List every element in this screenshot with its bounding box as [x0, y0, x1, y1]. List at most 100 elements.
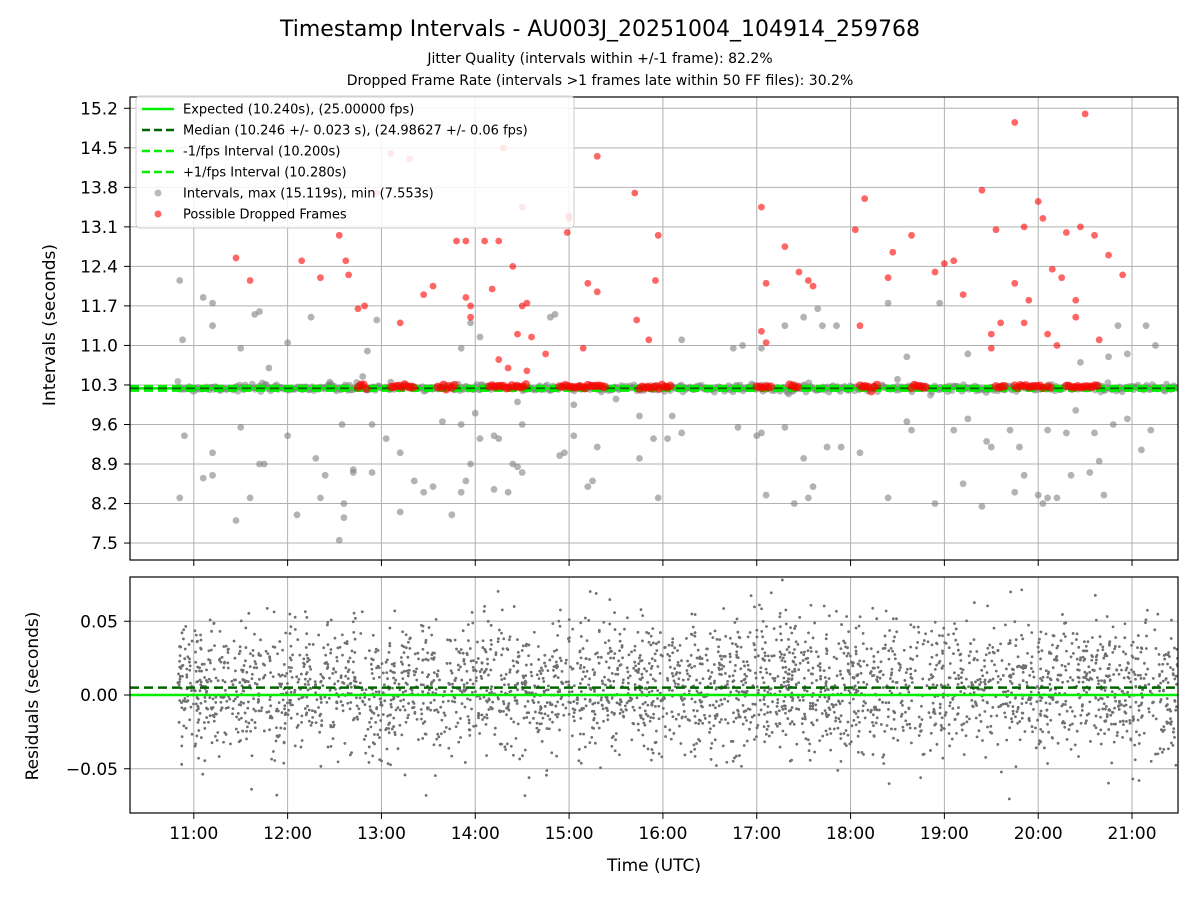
residual-point [757, 688, 760, 692]
interval-point [734, 423, 742, 431]
residual-point [303, 707, 307, 710]
residual-point [987, 651, 991, 655]
residual-point [193, 629, 197, 633]
residual-point [842, 732, 846, 735]
residual-point [790, 631, 794, 635]
interval-point [931, 500, 939, 507]
residual-point [892, 709, 895, 713]
interval-point [833, 322, 840, 330]
residual-point [1147, 707, 1151, 711]
residual-point [1158, 747, 1162, 751]
residual-point [178, 674, 182, 678]
residual-point [784, 665, 788, 669]
residual-point [185, 667, 189, 671]
residual-point [1081, 680, 1085, 684]
legend-plus-fps-label: +1/fps Interval (10.280s) [183, 166, 347, 181]
residual-point [990, 659, 994, 663]
residual-point [929, 715, 932, 719]
residual-point [481, 639, 485, 643]
residual-point [713, 738, 717, 742]
residual-point [948, 744, 951, 748]
residual-point [500, 608, 504, 612]
residual-point [720, 667, 724, 671]
residual-point [693, 700, 697, 704]
residual-point [907, 707, 911, 711]
interval-point [814, 305, 822, 313]
dropped-frame-point [1081, 110, 1089, 118]
residual-point [715, 764, 718, 767]
residual-point [1131, 640, 1135, 644]
residual-point [236, 711, 240, 715]
residual-point [523, 748, 527, 752]
residual-point [625, 616, 629, 620]
residual-point [400, 671, 404, 675]
residual-point [972, 638, 976, 642]
dropped-frame-point [766, 382, 776, 391]
residual-point [816, 698, 820, 702]
residual-point [406, 716, 410, 720]
dropped-frame-point [1062, 229, 1070, 236]
residual-point [257, 652, 261, 655]
residual-point [1110, 722, 1113, 726]
interval-point [293, 511, 301, 519]
residual-point [930, 629, 934, 633]
residual-point [1113, 695, 1117, 699]
x-tick-label: 19:00 [920, 824, 969, 844]
dropped-frame-point [856, 322, 864, 330]
residual-point [180, 701, 183, 705]
residual-point [295, 725, 299, 729]
residual-point [991, 646, 995, 649]
residual-point [1160, 750, 1164, 754]
residual-point [1028, 674, 1032, 677]
residual-point [1098, 635, 1102, 638]
residual-point [391, 686, 394, 690]
residual-point [193, 744, 197, 748]
residual-point [836, 768, 840, 772]
residual-point [1064, 621, 1068, 625]
residual-point [288, 632, 292, 635]
residual-point [800, 722, 804, 726]
residual-point [858, 659, 862, 663]
residual-point [374, 720, 378, 724]
residual-point [688, 719, 692, 722]
residual-point [196, 665, 200, 669]
dropped-frame-point [793, 382, 803, 391]
residual-point [401, 690, 405, 694]
residual-point [222, 645, 226, 648]
residual-point [718, 720, 722, 724]
residual-point [1029, 661, 1033, 665]
residual-point [643, 700, 647, 704]
interval-point [181, 432, 188, 440]
residual-point [448, 727, 452, 731]
residual-point [795, 707, 798, 711]
residual-point [847, 689, 851, 693]
dropped-frame-point [246, 277, 254, 284]
residual-point [775, 638, 778, 642]
residual-point [512, 605, 516, 608]
interval-point [1016, 443, 1023, 451]
residual-point [1103, 732, 1106, 736]
residual-point [1124, 668, 1128, 672]
residual-point [1014, 696, 1017, 699]
residual-point [795, 742, 799, 746]
residual-point [1075, 632, 1079, 636]
residual-point [763, 651, 767, 655]
residual-point [515, 699, 518, 703]
residual-point [901, 725, 905, 729]
residual-point [1007, 662, 1011, 666]
residual-point [1055, 658, 1059, 662]
residual-point [876, 650, 880, 654]
residual-point [564, 680, 568, 684]
residual-point [1051, 736, 1054, 740]
residual-point [554, 664, 557, 668]
interval-point [1109, 421, 1117, 428]
residual-point [1077, 668, 1081, 672]
residual-point [840, 623, 843, 626]
residual-point [1117, 707, 1121, 711]
residual-point [888, 629, 892, 632]
residual-point [845, 654, 849, 658]
residual-point [667, 688, 671, 692]
residual-point [878, 676, 882, 680]
residual-point [783, 653, 786, 657]
residual-point [841, 676, 845, 680]
